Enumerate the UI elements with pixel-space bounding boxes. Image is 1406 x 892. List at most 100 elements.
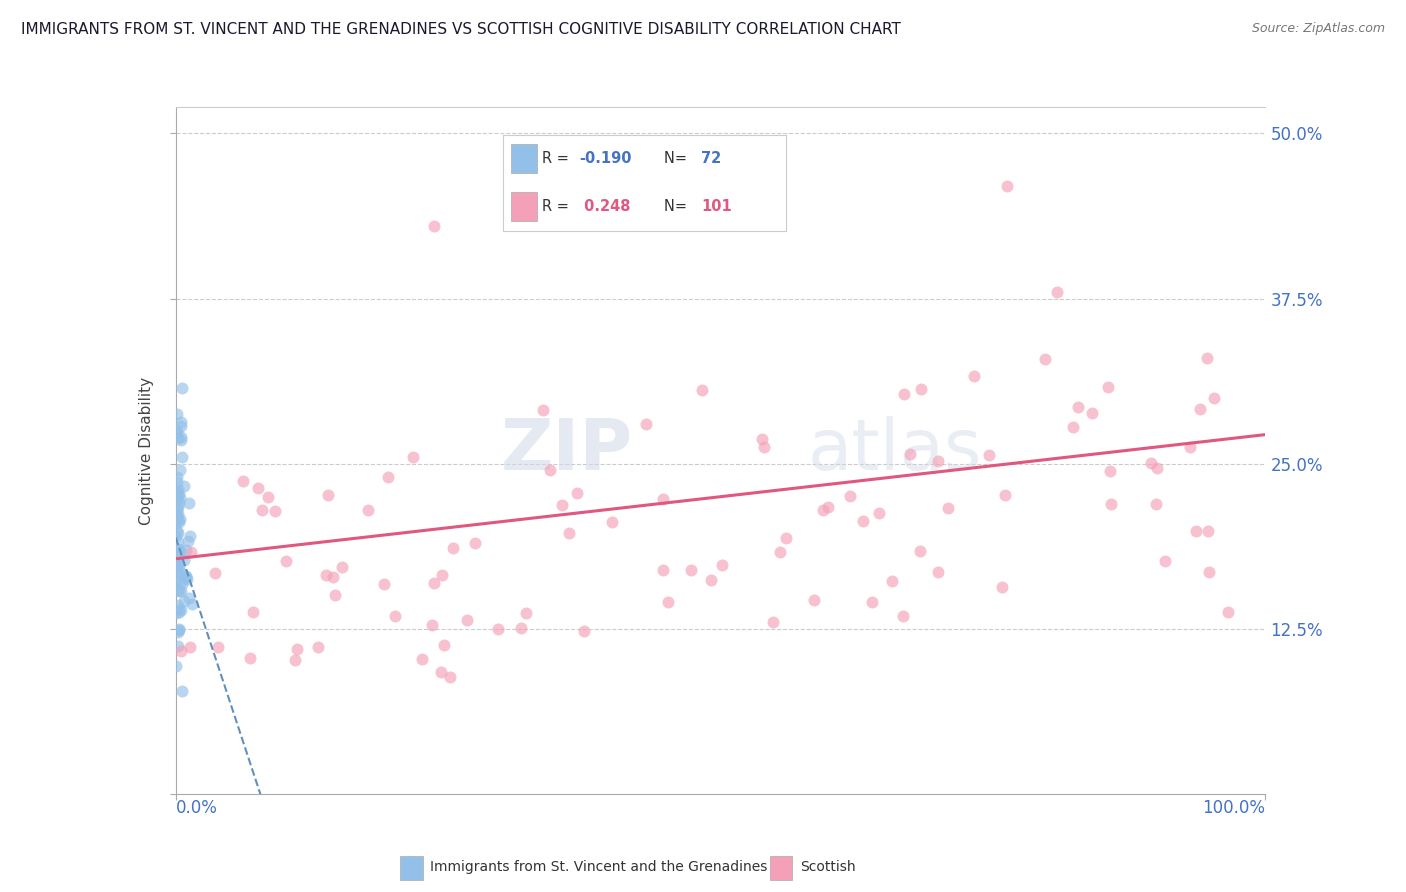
Point (170, 644, 193, 658)
Point (531, 402, 554, 417)
Point (166, 507, 188, 521)
Point (761, 615, 783, 630)
Point (464, 536, 486, 550)
Point (322, 569, 344, 583)
Point (166, 491, 188, 506)
Point (170, 433, 193, 447)
Point (166, 526, 188, 541)
Point (170, 603, 193, 617)
Point (169, 544, 191, 558)
Point (165, 607, 187, 621)
FancyBboxPatch shape (512, 192, 537, 221)
Point (174, 569, 197, 583)
Point (515, 606, 537, 620)
Point (775, 531, 797, 545)
Point (177, 533, 200, 548)
Point (1216, 606, 1239, 620)
Point (167, 516, 190, 530)
Point (176, 572, 198, 586)
Point (284, 653, 307, 667)
Point (752, 440, 775, 454)
Point (657, 595, 679, 609)
Point (402, 450, 425, 465)
Text: Source: ZipAtlas.com: Source: ZipAtlas.com (1251, 22, 1385, 36)
Point (172, 683, 194, 698)
Point (170, 415, 193, 429)
Point (868, 507, 890, 521)
Point (509, 621, 531, 635)
Point (893, 609, 915, 624)
Point (180, 544, 202, 558)
Point (1204, 391, 1226, 405)
Text: -0.190: -0.190 (579, 151, 631, 166)
Point (979, 448, 1001, 462)
Point (963, 368, 986, 383)
Point (181, 598, 204, 612)
Point (165, 483, 187, 498)
Point (411, 652, 433, 666)
Point (373, 576, 395, 591)
Point (574, 624, 596, 638)
Point (165, 529, 187, 543)
Point (651, 491, 673, 506)
Text: 0.0%: 0.0% (176, 799, 218, 817)
Point (170, 577, 193, 591)
Point (1144, 497, 1167, 511)
Point (377, 469, 399, 483)
Point (173, 479, 195, 493)
Point (204, 566, 226, 580)
Point (166, 502, 188, 516)
Point (166, 583, 188, 598)
Point (1097, 380, 1119, 394)
Point (165, 557, 187, 571)
Point (652, 563, 675, 577)
Point (179, 591, 201, 605)
Point (1067, 400, 1090, 414)
Point (332, 559, 354, 574)
Point (315, 568, 337, 582)
Point (170, 584, 193, 599)
Point (936, 501, 959, 516)
Point (166, 424, 188, 438)
Point (207, 640, 229, 655)
Point (692, 383, 714, 397)
Point (166, 508, 188, 522)
Point (1185, 524, 1208, 538)
Point (257, 490, 280, 504)
Point (1080, 406, 1102, 420)
Point (898, 447, 921, 461)
Point (679, 563, 702, 577)
Point (769, 545, 792, 559)
Text: Scottish: Scottish (800, 861, 856, 874)
Point (166, 639, 188, 653)
Point (167, 431, 190, 445)
Point (1099, 497, 1122, 511)
Point (991, 581, 1014, 595)
Point (169, 430, 191, 444)
Point (166, 535, 188, 549)
Point (1154, 554, 1177, 568)
Point (167, 624, 190, 639)
Point (323, 588, 346, 602)
Text: Immigrants from St. Vincent and the Grenadines: Immigrants from St. Vincent and the Gren… (430, 861, 768, 874)
Y-axis label: Cognitive Disability: Cognitive Disability (139, 376, 155, 524)
Point (927, 454, 949, 468)
Point (1178, 440, 1201, 454)
Point (166, 554, 188, 568)
Point (600, 515, 623, 529)
Point (422, 576, 444, 591)
Point (167, 556, 190, 570)
Point (422, 219, 444, 233)
Point (817, 500, 839, 514)
Point (170, 574, 193, 588)
Point (167, 605, 190, 619)
Point (432, 638, 454, 652)
Point (852, 514, 875, 528)
Point (997, 179, 1019, 194)
Point (1197, 351, 1219, 365)
Point (860, 595, 883, 609)
Point (247, 481, 270, 495)
Text: IMMIGRANTS FROM ST. VINCENT AND THE GRENADINES VS SCOTTISH COGNITIVE DISABILITY : IMMIGRANTS FROM ST. VINCENT AND THE GREN… (21, 22, 901, 37)
Point (179, 529, 201, 543)
Point (551, 498, 574, 512)
